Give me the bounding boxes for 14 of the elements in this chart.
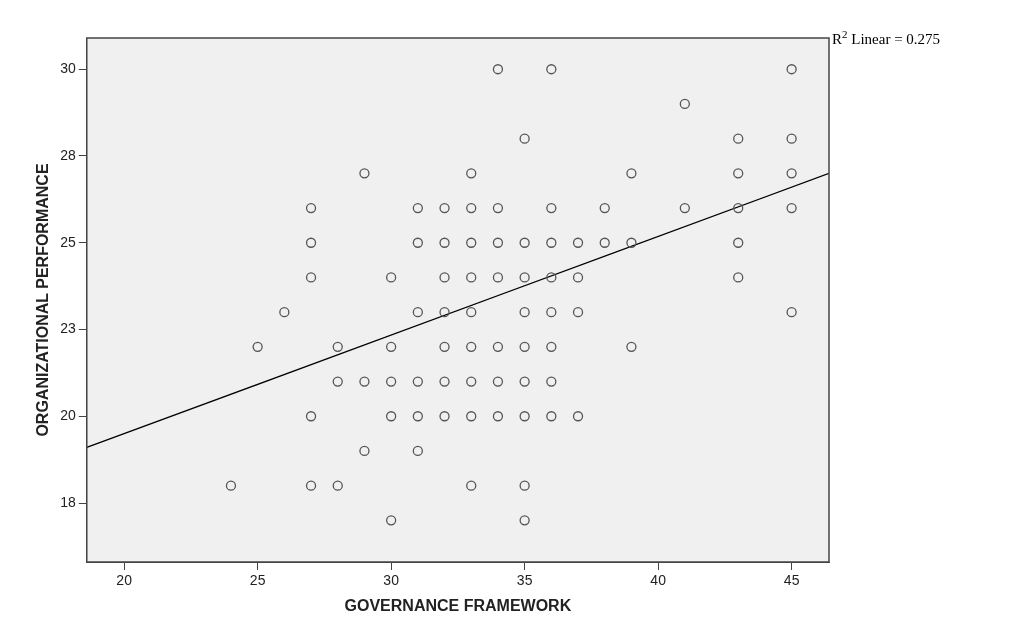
y-tick-label: 18	[60, 493, 76, 510]
x-tick-label: 20	[116, 572, 133, 589]
x-axis-title: GOVERNANCE FRAMEWORK	[344, 596, 572, 614]
y-tick-label: 20	[60, 407, 76, 424]
x-tick-label: 25	[249, 572, 266, 589]
y-tick-label: 23	[60, 320, 76, 337]
x-tick-label: 35	[516, 572, 533, 589]
x-tick-label: 40	[650, 572, 667, 589]
x-tick-label: 45	[783, 572, 800, 589]
y-tick-label: 25	[60, 233, 76, 250]
y-tick-label: 30	[60, 60, 76, 77]
y-tick-label: 28	[60, 146, 76, 163]
y-axis-title: ORGANIZATIONAL PERFORMANCE	[34, 163, 52, 437]
x-tick-label: 30	[383, 572, 400, 589]
